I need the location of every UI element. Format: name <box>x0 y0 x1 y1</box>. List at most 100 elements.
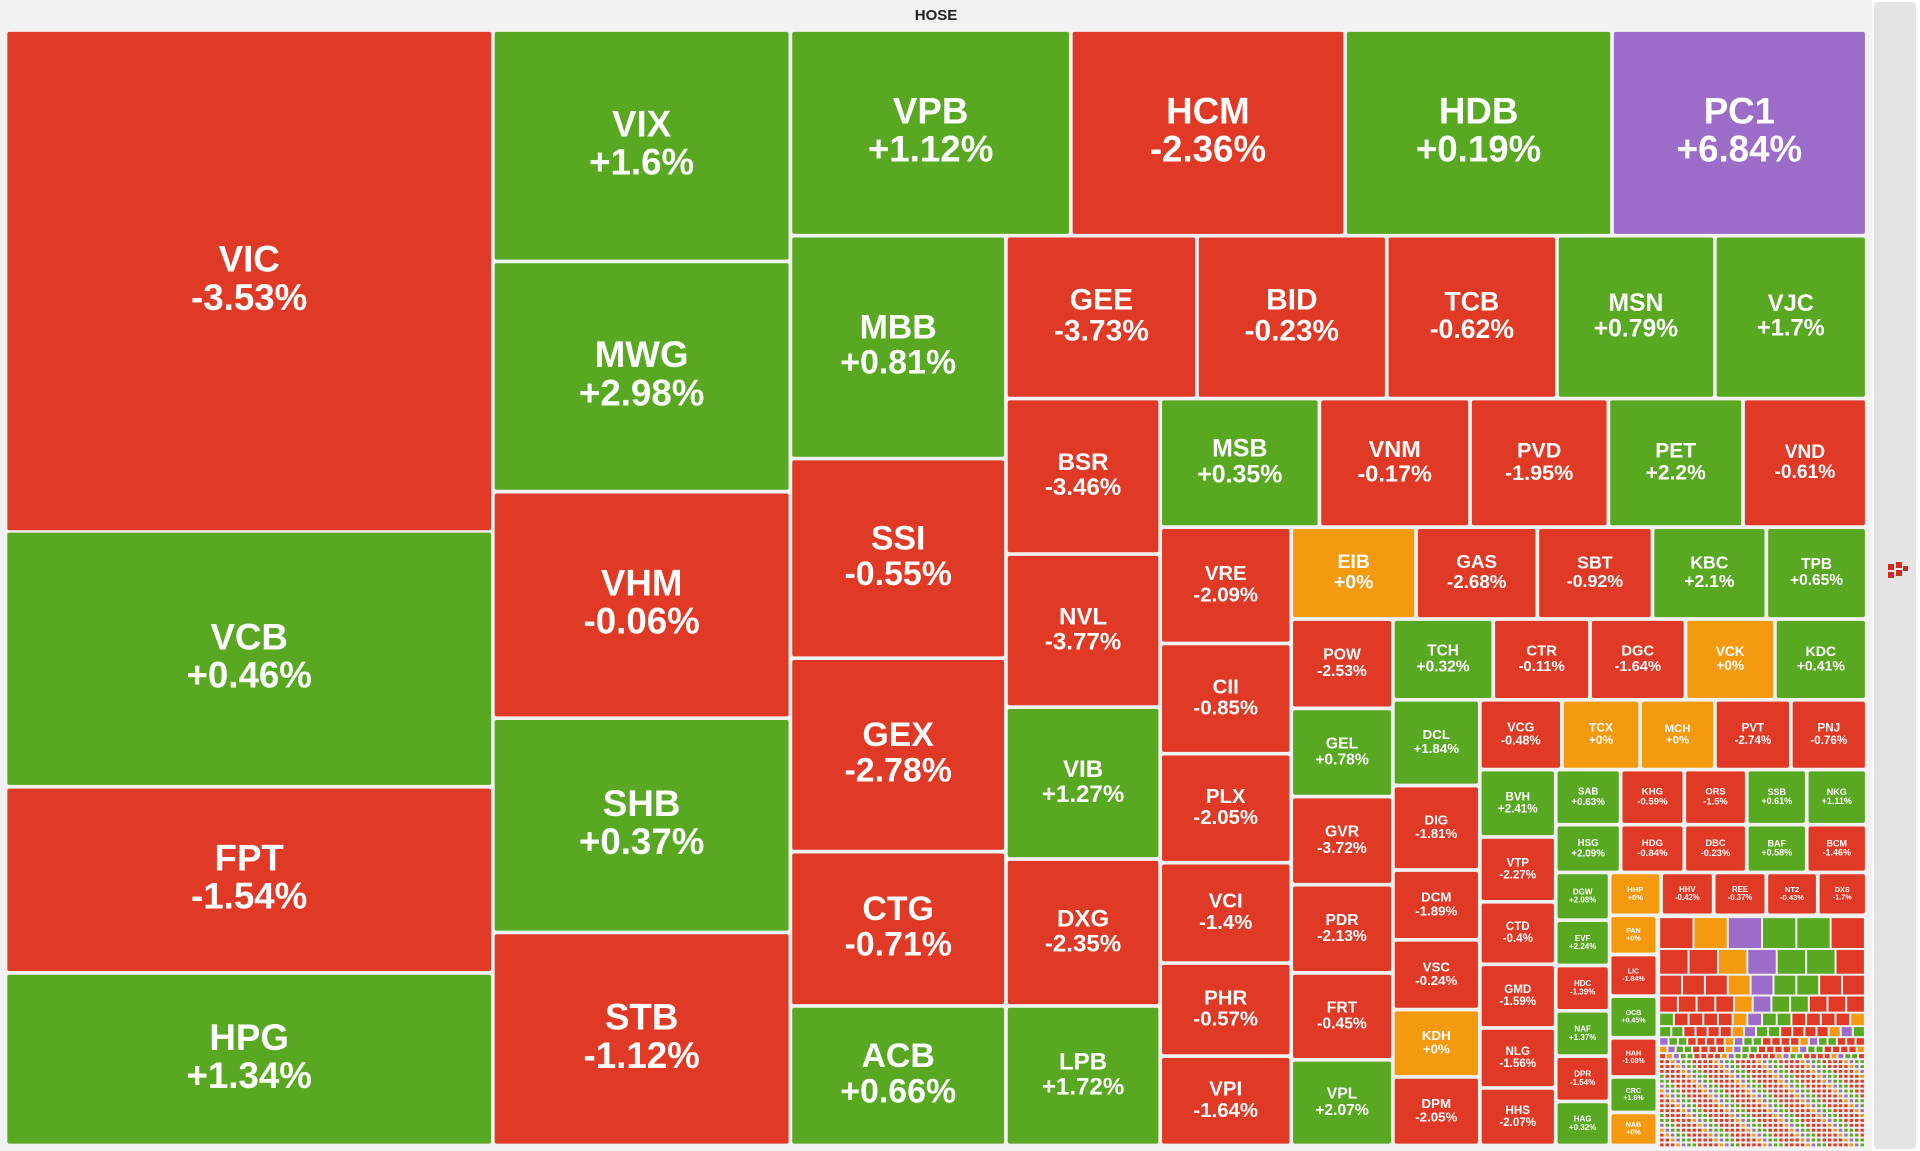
tile[interactable] <box>1471 400 1607 526</box>
small-tile[interactable] <box>1763 1128 1767 1132</box>
small-tile[interactable] <box>1859 1054 1864 1059</box>
tile[interactable] <box>1687 620 1774 698</box>
small-tile[interactable] <box>1687 1123 1691 1127</box>
small-tile[interactable] <box>1752 1123 1756 1127</box>
small-tile[interactable] <box>1779 1118 1783 1122</box>
small-tile[interactable] <box>1746 1079 1751 1083</box>
tile[interactable] <box>792 237 1005 457</box>
small-tile[interactable] <box>1730 1128 1734 1132</box>
small-tile[interactable] <box>1660 1046 1667 1053</box>
small-tile[interactable] <box>1784 1060 1789 1064</box>
small-tile[interactable] <box>1811 1060 1816 1064</box>
small-tile[interactable] <box>1708 1060 1713 1064</box>
small-tile[interactable] <box>1784 1109 1789 1113</box>
small-tile[interactable] <box>1660 1099 1664 1103</box>
small-tile[interactable] <box>1777 949 1806 974</box>
tile[interactable] <box>1481 966 1554 1027</box>
small-tile[interactable] <box>1790 1079 1794 1083</box>
small-tile[interactable] <box>1844 1099 1848 1103</box>
small-tile[interactable] <box>1671 1109 1675 1113</box>
small-tile[interactable] <box>1714 1060 1718 1064</box>
small-tile[interactable] <box>1838 1089 1843 1093</box>
small-tile[interactable] <box>1741 1104 1745 1108</box>
small-tile[interactable] <box>1698 1089 1702 1093</box>
small-tile[interactable] <box>1708 1079 1713 1083</box>
small-tile[interactable] <box>1716 996 1733 1012</box>
small-tile[interactable] <box>1703 1069 1707 1073</box>
small-tile[interactable] <box>1795 1128 1799 1132</box>
small-tile[interactable] <box>1667 1054 1672 1059</box>
small-tile[interactable] <box>1773 1123 1778 1127</box>
small-tile[interactable] <box>1687 1104 1691 1108</box>
small-tile[interactable] <box>1741 1060 1745 1064</box>
tile[interactable] <box>1293 528 1415 618</box>
small-tile[interactable] <box>1833 1118 1837 1122</box>
small-tile[interactable] <box>1779 1123 1783 1127</box>
small-tile[interactable] <box>1773 1104 1778 1108</box>
small-tile[interactable] <box>1773 1069 1778 1073</box>
tile[interactable] <box>7 974 492 1144</box>
tile[interactable] <box>1557 1103 1608 1144</box>
small-tile[interactable] <box>1719 1084 1724 1088</box>
small-tile[interactable] <box>1705 975 1727 995</box>
small-tile[interactable] <box>1806 1138 1810 1142</box>
small-tile[interactable] <box>1790 1060 1794 1064</box>
small-tile[interactable] <box>1694 1054 1700 1059</box>
small-tile[interactable] <box>1757 1094 1762 1098</box>
small-tile[interactable] <box>1844 1143 1848 1147</box>
small-tile[interactable] <box>1763 1133 1767 1137</box>
small-tile[interactable] <box>1819 1038 1827 1045</box>
small-tile[interactable] <box>1860 1133 1864 1137</box>
small-tile[interactable] <box>1860 1065 1864 1068</box>
small-tile[interactable] <box>1784 1133 1789 1137</box>
small-tile[interactable] <box>1681 1065 1686 1068</box>
small-tile[interactable] <box>1698 1104 1702 1108</box>
small-tile[interactable] <box>1708 1118 1713 1122</box>
small-tile[interactable] <box>1822 1094 1827 1098</box>
small-tile[interactable] <box>1757 1118 1762 1122</box>
small-tile[interactable] <box>1790 1114 1794 1117</box>
small-tile[interactable] <box>1822 1060 1827 1064</box>
small-tile[interactable] <box>1791 1038 1799 1045</box>
tile[interactable] <box>1481 838 1554 900</box>
small-tile[interactable] <box>1768 1114 1772 1117</box>
tile[interactable] <box>1654 528 1765 618</box>
small-tile[interactable] <box>1698 1065 1702 1068</box>
small-tile[interactable] <box>1681 1114 1686 1117</box>
small-tile[interactable] <box>1763 1079 1767 1083</box>
small-tile[interactable] <box>1714 1123 1718 1127</box>
small-tile[interactable] <box>1728 1054 1734 1059</box>
small-tile[interactable] <box>1735 1114 1740 1117</box>
small-tile[interactable] <box>1817 1104 1821 1108</box>
small-tile[interactable] <box>1779 1114 1783 1117</box>
small-tile[interactable] <box>1831 1054 1837 1059</box>
tile[interactable] <box>1394 871 1478 938</box>
small-tile[interactable] <box>1698 1143 1702 1147</box>
small-tile[interactable] <box>1714 1143 1718 1147</box>
small-tile[interactable] <box>1730 1104 1734 1108</box>
small-tile[interactable] <box>1692 1089 1697 1093</box>
small-tile[interactable] <box>1741 1133 1745 1137</box>
small-tile[interactable] <box>1809 996 1827 1012</box>
small-tile[interactable] <box>1748 1013 1762 1026</box>
small-tile[interactable] <box>1822 1138 1827 1142</box>
tile[interactable] <box>1557 874 1608 919</box>
small-tile[interactable] <box>1763 1054 1768 1059</box>
small-tile[interactable] <box>1791 1046 1799 1053</box>
small-tile[interactable] <box>1800 1143 1805 1147</box>
small-tile[interactable] <box>1817 1054 1823 1059</box>
small-tile[interactable] <box>1820 975 1842 995</box>
small-tile[interactable] <box>1795 1133 1799 1137</box>
small-tile[interactable] <box>1714 1074 1718 1078</box>
tile[interactable] <box>1613 31 1865 234</box>
small-tile[interactable] <box>1800 1089 1805 1093</box>
tile[interactable] <box>1611 1114 1656 1144</box>
small-tile[interactable] <box>1822 1104 1827 1108</box>
small-tile[interactable] <box>1665 1074 1670 1078</box>
small-tile[interactable] <box>1773 1128 1778 1132</box>
small-tile[interactable] <box>1673 1054 1679 1059</box>
small-tile[interactable] <box>1708 1109 1713 1113</box>
small-tile[interactable] <box>1719 1074 1724 1078</box>
tile[interactable] <box>1293 974 1392 1058</box>
small-tile[interactable] <box>1784 1118 1789 1122</box>
